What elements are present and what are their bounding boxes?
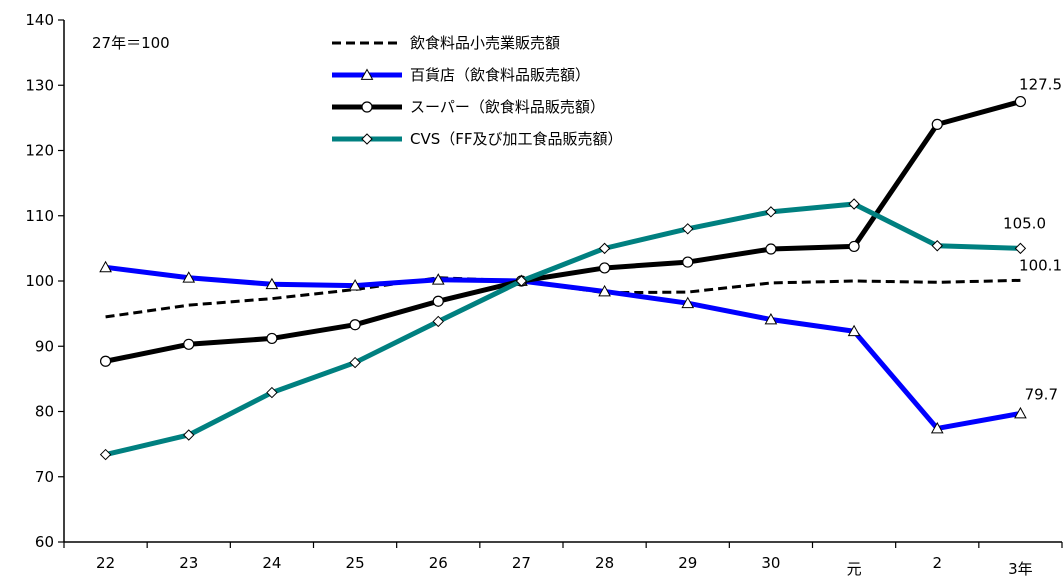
- x-tick-label: 28: [595, 554, 614, 572]
- data-point-triangle: [681, 296, 695, 309]
- data-point-triangle: [764, 312, 778, 325]
- legend-label: 百貨店（飲食料品販売額）: [410, 66, 590, 84]
- data-point-circle: [931, 118, 943, 131]
- y-tick-label: 80: [35, 403, 54, 421]
- data-labels: 127.5 105.0 100.1 79.7: [1003, 76, 1062, 404]
- data-point-triangle: [1014, 406, 1027, 419]
- y-tick-label: 130: [25, 76, 54, 94]
- y-tick-label: 100: [25, 272, 54, 290]
- legend-label: スーパー（飲食料品販売額）: [410, 98, 605, 116]
- data-point-triangle: [847, 324, 861, 337]
- x-tick-label: 27: [512, 554, 531, 572]
- data-point-triangle: [598, 284, 611, 297]
- legend-item-1: 百貨店（飲食料品販売額）: [332, 66, 590, 84]
- x-tick-label: 30: [761, 554, 780, 572]
- data-point-triangle: [182, 271, 196, 283]
- data-point-circle: [848, 240, 860, 253]
- x-tick-label: 26: [429, 554, 448, 572]
- y-tick-label: 140: [25, 11, 54, 29]
- data-point-diamond: [765, 206, 777, 218]
- data-point-diamond: [266, 386, 278, 399]
- legend-item-3: CVS（FF及び加工食品販売額）: [332, 130, 623, 148]
- x-tick-label: 22: [96, 554, 115, 572]
- y-tick-label: 60: [35, 533, 54, 551]
- data-point-diamond: [848, 198, 860, 210]
- series-2: [99, 95, 1027, 367]
- data-point-triangle: [360, 68, 374, 80]
- base-year-note: 27年＝100: [92, 34, 170, 52]
- data-point-circle: [765, 243, 777, 255]
- data-point-circle: [432, 295, 444, 307]
- x-tick-label: 23: [179, 554, 198, 572]
- data-point-triangle: [930, 421, 944, 434]
- data-point-circle: [1014, 95, 1027, 108]
- data-point-diamond: [432, 315, 444, 328]
- data-point-circle: [361, 101, 373, 113]
- data-point-diamond: [931, 240, 943, 252]
- data-point-triangle: [431, 273, 445, 285]
- x-tick-label: 24: [262, 554, 281, 572]
- legend-item-2: スーパー（飲食料品販売額）: [332, 98, 605, 116]
- x-tick-label: 元: [847, 560, 862, 576]
- data-point-diamond: [598, 242, 611, 255]
- legend-item-0: 飲食料品小売業販売額: [332, 34, 560, 52]
- data-point-circle: [349, 319, 361, 331]
- axes: 60 70 80 90 100 110 120 130 140 22 23 24 25 26 27 28 29 3…: [25, 11, 1063, 576]
- y-tick-label: 90: [35, 337, 54, 355]
- data-point-circle: [266, 332, 278, 345]
- x-tick-label: 3年: [1008, 560, 1033, 576]
- data-label: 105.0: [1003, 214, 1046, 232]
- data-point-diamond: [361, 133, 373, 145]
- x-tick-label: 25: [346, 554, 365, 572]
- data-point-diamond: [515, 275, 528, 287]
- data-point-circle: [682, 256, 694, 268]
- legend-label: 飲食料品小売業販売額: [410, 34, 560, 52]
- series-line: [105, 99, 1022, 364]
- y-tick-label: 70: [35, 468, 54, 486]
- data-label: 127.5: [1019, 76, 1062, 94]
- y-tick-label: 110: [25, 207, 54, 225]
- data-point-circle: [183, 338, 195, 350]
- series-3: [99, 198, 1027, 461]
- data-point-circle: [598, 262, 611, 274]
- series-1: [99, 260, 1027, 434]
- x-tick-label: 29: [678, 554, 697, 572]
- data-point-diamond: [1014, 242, 1027, 255]
- data-point-triangle: [99, 260, 112, 273]
- legend-label: CVS（FF及び加工食品販売額）: [410, 130, 623, 148]
- data-point-circle: [99, 355, 112, 367]
- data-point-diamond: [349, 356, 361, 369]
- y-tick-label: 120: [25, 142, 54, 160]
- series-line: [105, 264, 1021, 431]
- series-group: [99, 95, 1027, 461]
- x-tick-label: 2: [932, 554, 942, 572]
- data-label: 79.7: [1025, 385, 1058, 403]
- data-point-diamond: [183, 429, 195, 441]
- data-label: 100.1: [1019, 256, 1062, 274]
- data-point-diamond: [99, 448, 112, 461]
- data-point-diamond: [682, 223, 694, 235]
- data-point-triangle: [265, 277, 279, 290]
- series-line: [105, 201, 1021, 457]
- data-point-triangle: [348, 279, 362, 291]
